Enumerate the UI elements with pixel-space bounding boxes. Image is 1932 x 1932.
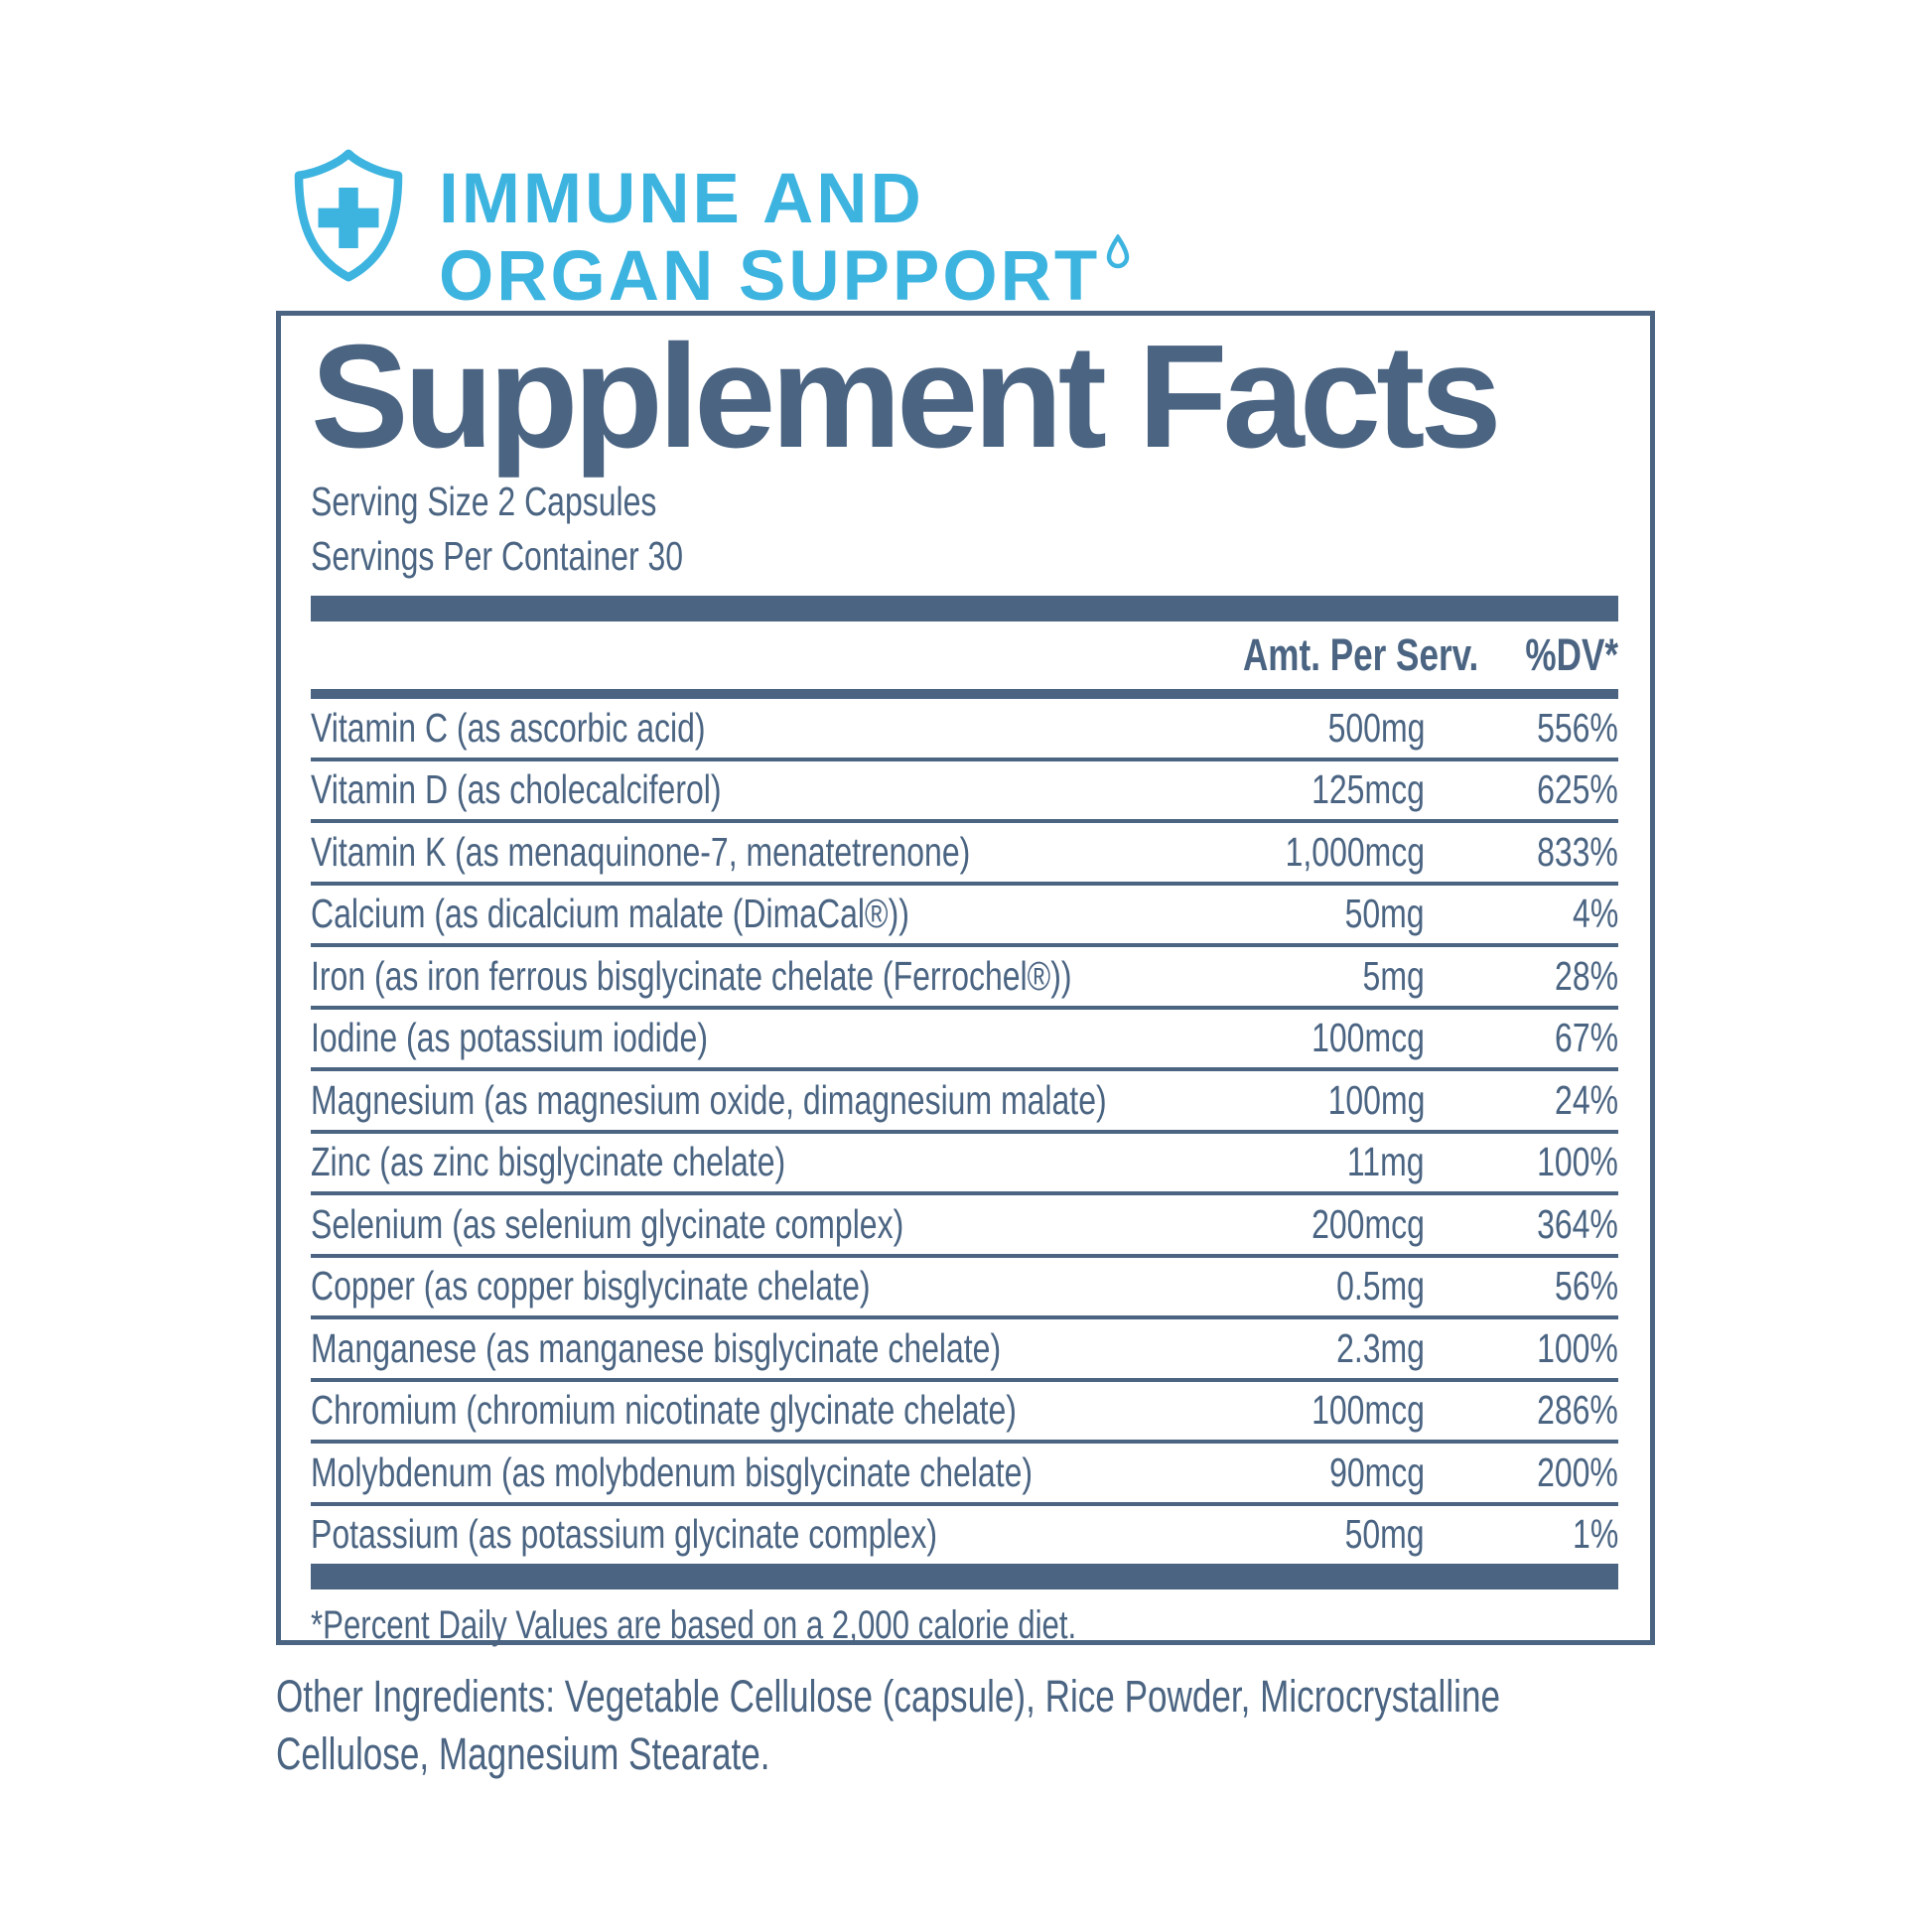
- other-ingredients-line: Other Ingredients: Vegetable Cellulose (…: [276, 1671, 1500, 1722]
- brand-title: IMMUNE AND ORGAN SUPPORT: [439, 161, 1130, 316]
- brand-title-line1: IMMUNE AND: [439, 160, 924, 238]
- table-row: Iron (as iron ferrous bisglycinate chela…: [311, 947, 1618, 1010]
- facts-table-body: Vitamin C (as ascorbic acid) 500mg 556% …: [311, 699, 1618, 1564]
- dv-value: 200%: [1537, 1449, 1618, 1495]
- amount-value: 50mg: [1345, 891, 1425, 937]
- nutrient-name: Chromium (chromium nicotinate glycinate …: [311, 1387, 1017, 1434]
- brand-logo: IMMUNE AND ORGAN SUPPORT: [288, 147, 1130, 316]
- nutrient-name: Selenium (as selenium glycinate complex): [311, 1200, 904, 1247]
- table-row: Zinc (as zinc bisglycinate chelate) 11mg…: [311, 1134, 1618, 1195]
- nutrient-name: Vitamin C (as ascorbic acid): [311, 704, 706, 751]
- dv-value: 556%: [1537, 704, 1618, 751]
- table-row: Copper (as copper bisglycinate chelate) …: [311, 1258, 1618, 1319]
- dv-value: 833%: [1537, 828, 1618, 875]
- amount-value: 50mg: [1345, 1511, 1425, 1558]
- nutrient-name: Magnesium (as magnesium oxide, dimagnesi…: [311, 1076, 1107, 1123]
- amount-value: 0.5mg: [1336, 1263, 1425, 1310]
- table-row: Chromium (chromium nicotinate glycinate …: [311, 1382, 1618, 1444]
- table-row: Potassium (as potassium glycinate comple…: [311, 1506, 1618, 1565]
- dv-value: 100%: [1537, 1324, 1618, 1371]
- nutrient-name: Manganese (as manganese bisglycinate che…: [311, 1324, 1002, 1371]
- brand-title-line2: ORGAN SUPPORT: [439, 233, 1130, 316]
- divider-thick-bottom: [311, 1564, 1618, 1589]
- divider-medium: [311, 689, 1618, 699]
- dv-value: 24%: [1554, 1076, 1618, 1123]
- droplet-icon: [1106, 208, 1130, 286]
- column-header-amount: Amt. Per Serv.: [1242, 629, 1479, 680]
- panel-title: Supplement Facts: [311, 315, 1502, 479]
- amount-value: 100mcg: [1311, 1387, 1425, 1434]
- serving-size: Serving Size 2 Capsules: [311, 479, 657, 524]
- column-header-dv: %DV*: [1525, 629, 1618, 680]
- nutrient-name: Iron (as iron ferrous bisglycinate chela…: [311, 952, 1072, 999]
- amount-value: 5mg: [1362, 952, 1425, 999]
- nutrient-name: Vitamin K (as menaquinone-7, menatetreno…: [311, 828, 971, 875]
- nutrient-name: Potassium (as potassium glycinate comple…: [311, 1511, 937, 1558]
- table-row: Vitamin K (as menaquinone-7, menatetreno…: [311, 823, 1618, 886]
- serving-info: Serving Size 2 Capsules Servings Per Con…: [311, 475, 1618, 584]
- nutrient-name: Zinc (as zinc bisglycinate chelate): [311, 1139, 786, 1185]
- nutrient-name: Iodine (as potassium iodide): [311, 1015, 708, 1061]
- amount-value: 125mcg: [1311, 766, 1425, 813]
- table-header-row: Amt. Per Serv. %DV*: [311, 621, 1618, 689]
- supplement-facts-panel: Supplement Facts Serving Size 2 Capsules…: [276, 311, 1655, 1647]
- table-row: Vitamin D (as cholecalciferol) 125mcg 62…: [311, 761, 1618, 823]
- nutrient-name: Vitamin D (as cholecalciferol): [311, 766, 722, 813]
- dv-value: 286%: [1537, 1387, 1618, 1434]
- amount-value: 1,000mcg: [1285, 828, 1425, 875]
- dv-value: 67%: [1554, 1015, 1618, 1061]
- amount-value: 2.3mg: [1336, 1324, 1425, 1371]
- dv-value: 625%: [1537, 766, 1618, 813]
- amount-value: 500mg: [1327, 704, 1425, 751]
- table-row: Calcium (as dicalcium malate (DimaCal®))…: [311, 886, 1618, 947]
- amount-value: 11mg: [1347, 1139, 1425, 1185]
- table-row: Molybdenum (as molybdenum bisglycinate c…: [311, 1444, 1618, 1506]
- nutrient-name: Molybdenum (as molybdenum bisglycinate c…: [311, 1449, 1034, 1495]
- table-row: Manganese (as manganese bisglycinate che…: [311, 1319, 1618, 1382]
- shield-cross-icon: [294, 149, 403, 282]
- other-ingredients: Other Ingredients: Vegetable Cellulose (…: [276, 1668, 1666, 1783]
- table-row: Iodine (as potassium iodide) 100mcg 67%: [311, 1010, 1618, 1071]
- nutrient-name: Calcium (as dicalcium malate (DimaCal®)): [311, 891, 909, 937]
- dv-value: 4%: [1572, 891, 1618, 937]
- daily-value-footnote: *Percent Daily Values are based on a 2,0…: [311, 1603, 1077, 1647]
- amount-value: 100mcg: [1311, 1015, 1425, 1061]
- table-row: Magnesium (as magnesium oxide, dimagnesi…: [311, 1071, 1618, 1134]
- divider-thick-top: [311, 596, 1618, 621]
- dv-value: 56%: [1554, 1263, 1618, 1310]
- amount-value: 200mcg: [1311, 1200, 1425, 1247]
- dv-value: 1%: [1572, 1511, 1618, 1558]
- dv-value: 364%: [1537, 1200, 1618, 1247]
- amount-value: 90mcg: [1329, 1449, 1425, 1495]
- other-ingredients-line: Cellulose, Magnesium Stearate.: [276, 1728, 770, 1779]
- dv-value: 100%: [1537, 1139, 1618, 1185]
- servings-per-container: Servings Per Container 30: [311, 533, 684, 579]
- table-row: Vitamin C (as ascorbic acid) 500mg 556%: [311, 699, 1618, 761]
- dv-value: 28%: [1554, 952, 1618, 999]
- amount-value: 100mg: [1327, 1076, 1425, 1123]
- table-row: Selenium (as selenium glycinate complex)…: [311, 1195, 1618, 1258]
- nutrient-name: Copper (as copper bisglycinate chelate): [311, 1263, 871, 1310]
